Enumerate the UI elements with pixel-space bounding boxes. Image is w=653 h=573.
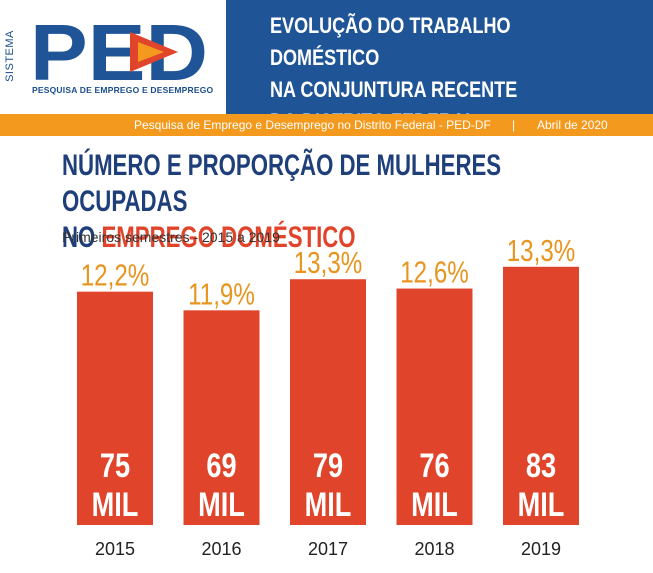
- x-tick-label: 2019: [521, 539, 561, 559]
- x-tick-label: 2017: [308, 539, 348, 559]
- x-tick-label: 2018: [414, 539, 454, 559]
- chart-subtitle: Primeiros semestres - 2015 a 2019: [62, 229, 280, 245]
- value-label: 75: [100, 446, 130, 485]
- x-tick-label: 2015: [95, 539, 135, 559]
- percent-label: 12,2%: [81, 258, 150, 293]
- source-separator: |: [512, 118, 516, 132]
- logo-caption: PESQUISA DE EMPREGO E DESEMPREGO: [32, 85, 214, 95]
- value-label: 83: [526, 446, 556, 485]
- unit-label: MIL: [518, 485, 565, 524]
- ped-logo: SISTEMA PED PESQUISA DE EMPREGO E DESEMP…: [0, 0, 226, 114]
- ped-logo-mark: PED: [30, 14, 208, 86]
- chart-title-line1: NÚMERO E PROPORÇÃO DE MULHERES OCUPADAS: [62, 149, 502, 218]
- bar: [396, 288, 473, 525]
- unit-label: MIL: [411, 485, 458, 524]
- percent-label: 12,6%: [400, 255, 469, 290]
- bar: [503, 266, 579, 525]
- bar: [77, 291, 153, 525]
- source-bar: Pesquisa de Emprego e Desemprego no Dist…: [0, 114, 653, 136]
- play-triangle-inner-icon: [138, 42, 164, 62]
- chart-title-line2: NO EMPREGO DOMÉSTICO: [62, 220, 580, 256]
- source-text: Pesquisa de Emprego e Desemprego no Dist…: [134, 118, 491, 132]
- percent-label: 13,3%: [294, 245, 363, 280]
- publication-date: Abril de 2020: [537, 118, 608, 132]
- value-label: 69: [206, 446, 236, 485]
- percent-label: 13,3%: [507, 233, 576, 268]
- unit-label: MIL: [198, 485, 245, 524]
- chart-title-prefix: NO: [62, 221, 102, 254]
- bar: [290, 279, 366, 525]
- percent-label: 11,9%: [188, 276, 255, 311]
- unit-label: MIL: [92, 485, 139, 524]
- chart-title-accent: EMPREGO DOMÉSTICO: [101, 221, 356, 254]
- x-tick-label: 2016: [201, 539, 241, 559]
- value-label: 76: [419, 446, 449, 485]
- logo-mark-text: PED: [30, 14, 208, 86]
- value-label: 79: [313, 446, 343, 485]
- unit-label: MIL: [305, 485, 352, 524]
- chart-title: NÚMERO E PROPORÇÃO DE MULHERES OCUPADAS …: [62, 148, 580, 256]
- bar: [183, 310, 260, 525]
